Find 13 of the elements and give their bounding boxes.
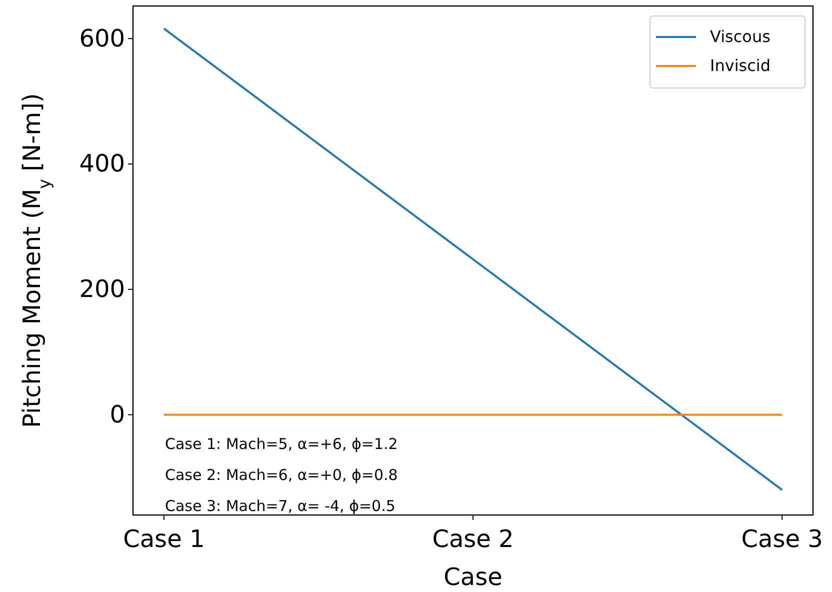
y-tick-label: 200 — [79, 275, 125, 304]
legend-label: Viscous — [710, 27, 770, 46]
y-tick-label: 0 — [110, 400, 125, 428]
annotation: Case 1: Mach=5, α=+6, ϕ=1.2 — [165, 435, 398, 453]
x-tick-label: Case 2 — [432, 525, 514, 553]
x-axis-title: Case — [444, 563, 502, 591]
x-tick-label: Case 1 — [123, 525, 205, 553]
y-tick-label: 400 — [79, 150, 125, 178]
legend-label: Inviscid — [710, 56, 771, 75]
x-tick-label: Case 3 — [741, 525, 823, 553]
y-tick-label: 600 — [79, 24, 125, 52]
annotation: Case 2: Mach=6, α=+0, ϕ=0.8 — [165, 466, 398, 484]
annotation: Case 3: Mach=7, α= -4, ϕ=0.5 — [165, 497, 396, 515]
